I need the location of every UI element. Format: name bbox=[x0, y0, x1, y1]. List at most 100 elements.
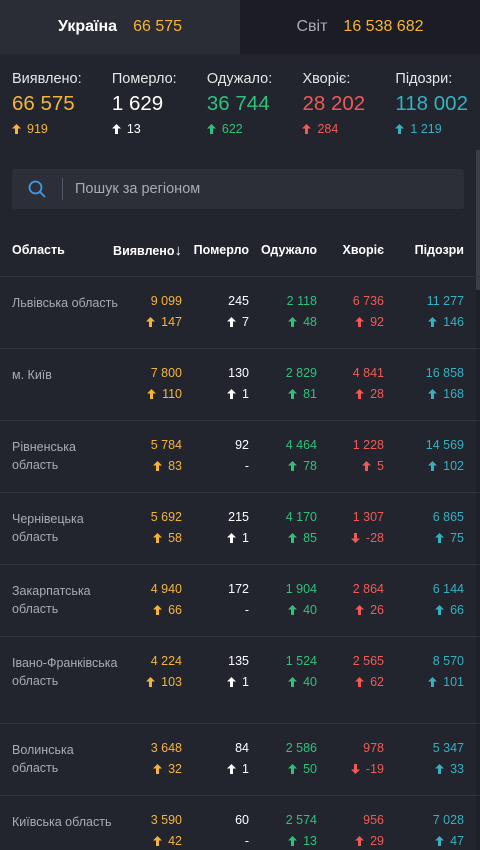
cell-deaths-delta: 7 bbox=[227, 315, 249, 329]
cell-suspected-delta-value: 75 bbox=[450, 531, 464, 545]
stat-sick-label: Хворіє: bbox=[302, 71, 351, 87]
cell-confirmed-delta-value: 110 bbox=[162, 387, 182, 401]
table-row[interactable]: Закарпатська область 4 940 66 172-1 904 40 2 … bbox=[0, 564, 480, 636]
region-name: Рівненська область bbox=[12, 440, 76, 472]
table-row[interactable]: м. Київ 7 800 110 130 1 2 829 81 4 841 28 16 858 1… bbox=[0, 348, 480, 420]
header-region[interactable]: Область bbox=[12, 243, 65, 257]
cell-confirmed-delta-value: 83 bbox=[168, 459, 182, 473]
table-row[interactable]: Волинська область 3 648 32 84 1 2 586 50 978 -19… bbox=[0, 723, 480, 795]
tab-ukraine[interactable]: Україна 66 575 bbox=[0, 0, 240, 54]
stat-recovered-label: Одужало: bbox=[206, 71, 273, 87]
cell-confirmed: 5 784 83 bbox=[102, 421, 182, 481]
cell-suspected: 11 277 146 bbox=[384, 277, 464, 337]
cell-recovered-value: 4 464 bbox=[285, 438, 317, 452]
cell-suspected-delta: 47 bbox=[435, 834, 464, 848]
arrow-up-icon bbox=[435, 764, 445, 774]
cell-recovered-delta: 81 bbox=[288, 387, 317, 401]
cell-deaths-value: 215 bbox=[228, 510, 249, 524]
cell-suspected-delta: 75 bbox=[435, 531, 464, 545]
table-row[interactable]: Рівненська область 5 784 83 92-4 464 78 1 228… bbox=[0, 420, 480, 492]
cell-suspected-delta: 66 bbox=[435, 603, 464, 617]
cell-deaths-value: 92 bbox=[235, 438, 249, 452]
header-deaths[interactable]: Померло bbox=[193, 243, 249, 257]
cell-confirmed: 4 940 66 bbox=[102, 565, 182, 625]
cell-suspected-delta-value: 102 bbox=[443, 459, 464, 473]
cell-deaths: 172 - bbox=[169, 565, 249, 625]
cell-suspected-delta: 168 bbox=[428, 387, 464, 401]
cell-confirmed: 3 648 32 bbox=[102, 724, 182, 784]
table-row[interactable]: Івано-Франківська область 4 224 103 135 1 1 5… bbox=[0, 636, 480, 723]
arrow-up-icon bbox=[355, 317, 365, 327]
cell-recovered-delta: 85 bbox=[288, 531, 317, 545]
stat-recovered-delta-value: 622 bbox=[221, 122, 243, 136]
cell-sick: 1 307 -28 bbox=[304, 493, 384, 553]
arrow-up-icon bbox=[153, 605, 163, 615]
table-row[interactable]: Львівська область 9 099 147 245 7 2 118 48 6 73… bbox=[0, 276, 480, 348]
cell-deaths-value: 135 bbox=[228, 654, 249, 668]
cell-sick-delta: 92 bbox=[355, 315, 384, 329]
cell-recovered: 4 170 85 bbox=[237, 493, 317, 553]
cell-sick-delta-value: 62 bbox=[370, 675, 384, 689]
cell-suspected: 6 144 66 bbox=[384, 565, 464, 625]
arrow-up-icon bbox=[288, 677, 298, 687]
cell-sick-delta: 5 bbox=[362, 459, 384, 473]
cell-recovered: 2 118 48 bbox=[237, 277, 317, 337]
tab-world[interactable]: Світ 16 538 682 bbox=[240, 0, 480, 54]
arrow-up-icon bbox=[288, 605, 298, 615]
arrow-up-icon bbox=[435, 836, 445, 846]
scrollbar[interactable] bbox=[476, 150, 480, 850]
cell-recovered: 2 574 13 bbox=[237, 796, 317, 850]
cell-deaths-delta-value: 1 bbox=[242, 531, 249, 545]
cell-confirmed-delta: 103 bbox=[146, 675, 182, 689]
header-recovered[interactable]: Одужало bbox=[261, 243, 317, 257]
region-name: Івано-Франківська область bbox=[12, 656, 118, 688]
search-input[interactable] bbox=[63, 181, 443, 197]
search-icon[interactable] bbox=[12, 169, 62, 209]
arrow-up-icon bbox=[428, 389, 438, 399]
cell-deaths-delta-value: - bbox=[244, 459, 249, 473]
cell-deaths-value: 130 bbox=[228, 366, 249, 380]
cell-confirmed-delta-value: 32 bbox=[168, 762, 182, 776]
scrollbar-thumb[interactable] bbox=[476, 150, 480, 290]
header-suspected[interactable]: Підозри bbox=[414, 243, 464, 257]
cell-deaths-value: 245 bbox=[228, 294, 249, 308]
cell-recovered-value: 2 829 bbox=[285, 366, 317, 380]
cell-deaths-delta-value: - bbox=[244, 834, 249, 848]
cell-deaths-delta-value: 1 bbox=[242, 762, 249, 776]
cell-sick-value: 2 565 bbox=[352, 654, 384, 668]
cell-deaths-delta: - bbox=[245, 834, 249, 848]
arrow-up-icon bbox=[435, 605, 445, 615]
cell-confirmed-value: 3 648 bbox=[150, 741, 182, 755]
table-row[interactable]: Київська область 3 590 42 60-2 574 13 956 29 7 … bbox=[0, 795, 480, 850]
cell-confirmed-value: 9 099 bbox=[150, 294, 182, 308]
cell-recovered: 2 586 50 bbox=[237, 724, 317, 784]
cell-deaths: 135 1 bbox=[169, 637, 249, 697]
header-confirmed[interactable]: Виявлено↓ bbox=[113, 242, 182, 259]
cell-confirmed-delta: 147 bbox=[146, 315, 182, 329]
cell-confirmed: 4 224 103 bbox=[102, 637, 182, 697]
cell-recovered-delta: 78 bbox=[288, 459, 317, 473]
arrow-up-icon bbox=[146, 317, 156, 327]
table-row[interactable]: Чернівецька область 5 692 58 215 1 4 170 85 1 3… bbox=[0, 492, 480, 564]
cell-suspected-value: 14 569 bbox=[425, 438, 464, 452]
cell-suspected-delta-value: 33 bbox=[450, 762, 464, 776]
cell-recovered-delta-value: 13 bbox=[303, 834, 317, 848]
cell-recovered-delta: 40 bbox=[288, 675, 317, 689]
cell-deaths-value: 60 bbox=[235, 813, 249, 827]
header-sick[interactable]: Хворіє bbox=[342, 243, 384, 257]
stat-suspected-delta-value: 1 219 bbox=[410, 122, 442, 136]
arrow-up-icon bbox=[395, 124, 405, 134]
cell-suspected-delta-value: 66 bbox=[450, 603, 464, 617]
cell-recovered-delta: 13 bbox=[288, 834, 317, 848]
arrow-up-icon bbox=[355, 389, 365, 399]
cell-suspected-delta: 102 bbox=[428, 459, 464, 473]
cell-suspected-delta: 101 bbox=[428, 675, 464, 689]
cell-sick-delta-value: -28 bbox=[365, 531, 384, 545]
arrow-up-icon bbox=[288, 317, 298, 327]
stat-sick-value: 28 202 bbox=[302, 92, 366, 115]
cell-sick-delta-value: 29 bbox=[370, 834, 384, 848]
cell-deaths-delta-value: - bbox=[244, 603, 249, 617]
stat-suspected-label: Підозри: bbox=[395, 71, 453, 87]
arrow-up-icon bbox=[355, 605, 365, 615]
cell-recovered-delta: 50 bbox=[288, 762, 317, 776]
